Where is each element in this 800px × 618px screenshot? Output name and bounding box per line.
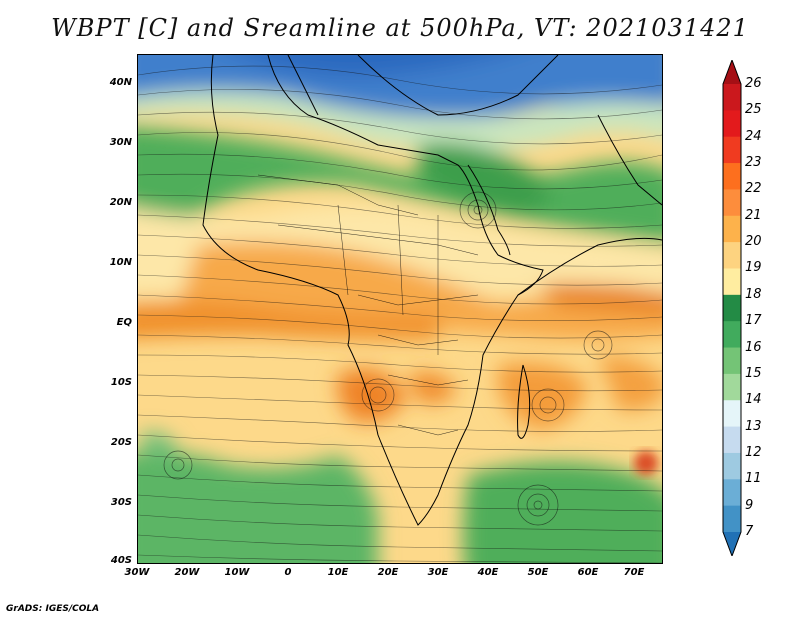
lon-label-30w: 30W — [124, 567, 150, 578]
lon-label-0: 0 — [284, 567, 292, 578]
lon-label-20e: 20E — [377, 567, 399, 578]
lon-label-40e: 40E — [477, 567, 499, 578]
colorbar-label: 12 — [745, 444, 762, 460]
colorbar-segment — [723, 479, 741, 507]
colorbar-label: 20 — [745, 234, 762, 250]
colorbar-label: 13 — [745, 418, 762, 434]
lat-label-40s: 40S — [110, 555, 132, 566]
colorbar-label: 16 — [745, 339, 762, 355]
lat-label-20s: 20S — [110, 437, 132, 448]
colorbar-segment — [723, 400, 741, 428]
colorbar-label: 14 — [745, 392, 762, 408]
colorbar-label: 19 — [745, 260, 762, 276]
colorbar-segment — [723, 321, 741, 349]
wbpt-field — [138, 55, 662, 563]
colorbar-segment — [723, 294, 741, 322]
lat-label-10s: 10S — [110, 377, 132, 388]
colorbar-label: 9 — [745, 497, 754, 513]
colorbar-label: 23 — [745, 155, 762, 171]
colorbar-label: 26 — [745, 76, 762, 91]
colorbar-segment — [723, 215, 741, 243]
lon-label-10w: 10W — [224, 567, 250, 578]
colorbar-label: 15 — [745, 365, 762, 381]
colorbar — [722, 60, 742, 556]
map-title: WBPT [C] and Sreamline at 500hPa, VT: 20… — [51, 14, 749, 42]
colorbar-segment — [723, 505, 741, 533]
colorbar-segment — [723, 163, 741, 190]
colorbar-label: 21 — [745, 207, 762, 223]
lon-label-30e: 30E — [427, 567, 449, 578]
lon-label-50e: 50E — [527, 567, 549, 578]
colorbar-label: 17 — [745, 313, 762, 329]
map-panel[interactable] — [137, 54, 663, 564]
streamlines — [138, 65, 662, 563]
coastlines — [202, 55, 662, 526]
lat-label-eq: EQ — [116, 317, 132, 328]
lon-label-10e: 10E — [327, 567, 349, 578]
footer-credit: GrADS: IGES/COLA — [6, 604, 100, 614]
lat-label-30n: 30N — [109, 137, 132, 148]
lat-label-20n: 20N — [109, 197, 132, 208]
lon-label-70e: 70E — [623, 567, 645, 578]
eddies — [163, 191, 613, 526]
colorbar-segment — [723, 84, 741, 111]
colorbar-label: 7 — [745, 524, 754, 539]
colorbar-label: 25 — [745, 102, 762, 118]
colorbar-label: 11 — [745, 471, 762, 487]
colorbar-segment — [723, 110, 741, 138]
colorbar-segment — [723, 242, 741, 269]
colorbar-label: 18 — [745, 286, 762, 302]
lon-label-60e: 60E — [577, 567, 599, 578]
colorbar-segment — [723, 189, 741, 217]
colorbar-label: 22 — [745, 181, 762, 197]
lat-label-40n: 40N — [109, 77, 132, 88]
colorbar-segment — [723, 347, 741, 375]
lon-label-20w: 20W — [174, 567, 200, 578]
colorbar-label: 24 — [745, 128, 762, 144]
colorbar-segment — [723, 268, 741, 296]
country-borders — [257, 174, 479, 436]
colorbar-segment — [723, 136, 741, 164]
colorbar-top-arrow — [723, 60, 741, 84]
colorbar-bottom-arrow — [723, 532, 741, 556]
lat-label-10n: 10N — [109, 257, 132, 268]
colorbar-segment — [723, 426, 741, 454]
lat-label-30s: 30S — [110, 497, 132, 508]
colorbar-segment — [723, 452, 741, 480]
colorbar-segment — [723, 373, 741, 401]
